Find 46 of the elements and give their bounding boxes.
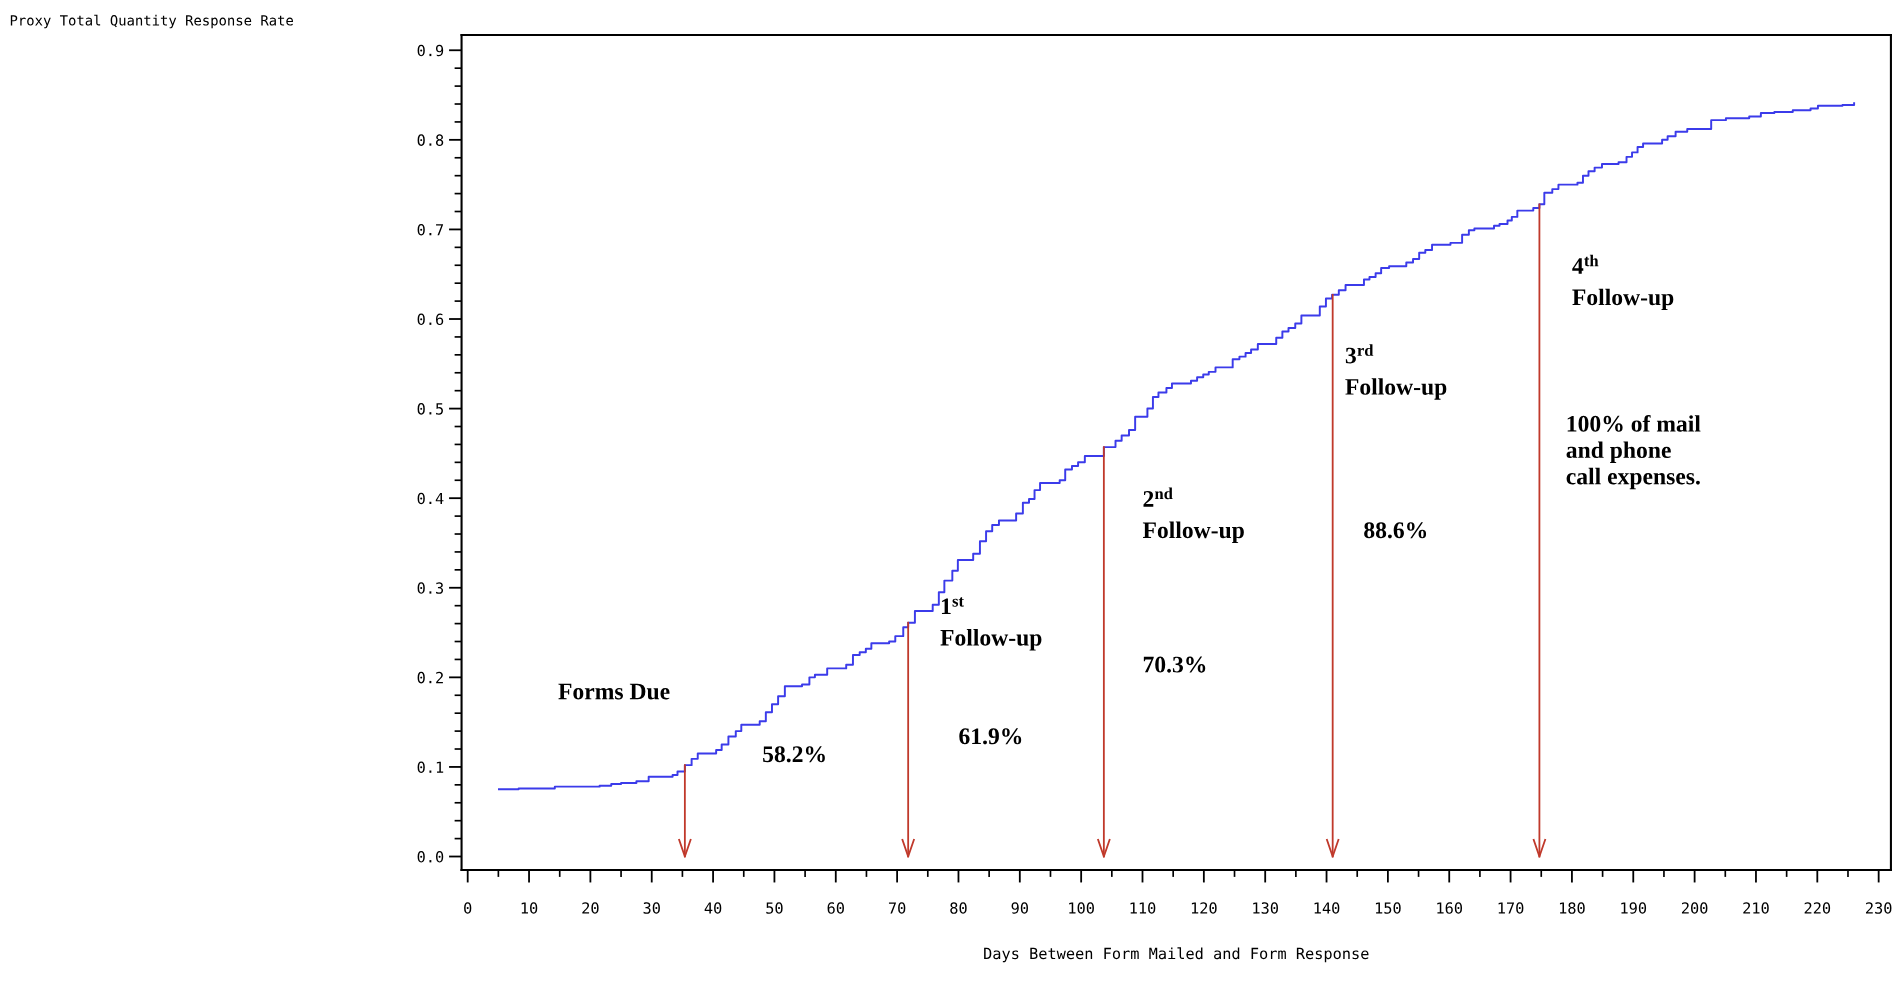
x-tick-label: 40	[704, 902, 722, 914]
x-tick-label: 100	[1069, 902, 1094, 914]
y-tick-label: 0.0	[417, 851, 444, 863]
annotation: 88.6%	[1364, 522, 1427, 539]
x-tick-label: 130	[1253, 902, 1278, 914]
y-tick-label: 0.4	[417, 492, 444, 505]
annotation: 70.3%	[1143, 656, 1206, 673]
x-tick-label: 30	[643, 902, 660, 914]
text: Proxy Total Quantity Response Rate	[10, 14, 293, 29]
y-tick-label: 0.3	[417, 582, 444, 594]
x-tick-label: 50	[766, 902, 783, 914]
x-tick-label: 120	[1191, 902, 1217, 914]
x-tick-label: 0	[464, 902, 472, 914]
annotation: 100% of mail and phone call expenses.	[1566, 414, 1701, 490]
y-tick-label: 0.1	[417, 761, 444, 773]
x-tick-label: 190	[1621, 902, 1647, 914]
y-tick-label: 0.2	[417, 671, 443, 684]
y-tick-label: 0.5	[417, 403, 443, 415]
x-tick-label: 70	[888, 902, 906, 914]
x-tick-label: 110	[1130, 902, 1156, 914]
y-tick-label: 0.6	[417, 313, 444, 326]
x-tick-label: 90	[1011, 902, 1029, 914]
x-tick-label: 200	[1681, 902, 1708, 914]
y-tick-label: 0.8	[417, 134, 444, 146]
text: 4$^{th}$ Follow-up	[1572, 254, 1674, 311]
x-tick-label: 220	[1804, 902, 1831, 914]
ref-line-label: Forms Due	[558, 683, 670, 700]
annotation: 58.2%	[763, 746, 825, 763]
x-tick-label: 230	[1865, 902, 1892, 914]
x-tick-label: 150	[1375, 902, 1401, 914]
x-tick-label: 60	[827, 902, 844, 914]
y-tick-label: 0.7	[417, 223, 444, 236]
x-tick-label: 140	[1314, 902, 1340, 914]
x-tick-label: 210	[1743, 902, 1769, 914]
x-tick-label: 180	[1559, 902, 1585, 914]
x-tick-label: 160	[1437, 902, 1463, 914]
text: 1$^{st}$ Follow-up	[940, 597, 1042, 651]
text: 3$^{rd}$ Follow-up	[1345, 344, 1447, 400]
annotation: 61.9%	[959, 728, 1022, 745]
text: 2$^{nd}$ Follow-up	[1142, 487, 1244, 543]
x-tick-label: 20	[582, 902, 599, 914]
x-tick-label: 80	[950, 902, 967, 914]
y-tick-label: 0.9	[417, 44, 444, 57]
x-tick-label: 10	[521, 902, 538, 914]
x-axis-title: Days Between Form Mailed and Form Response	[984, 947, 1369, 963]
x-tick-label: 170	[1498, 902, 1524, 914]
